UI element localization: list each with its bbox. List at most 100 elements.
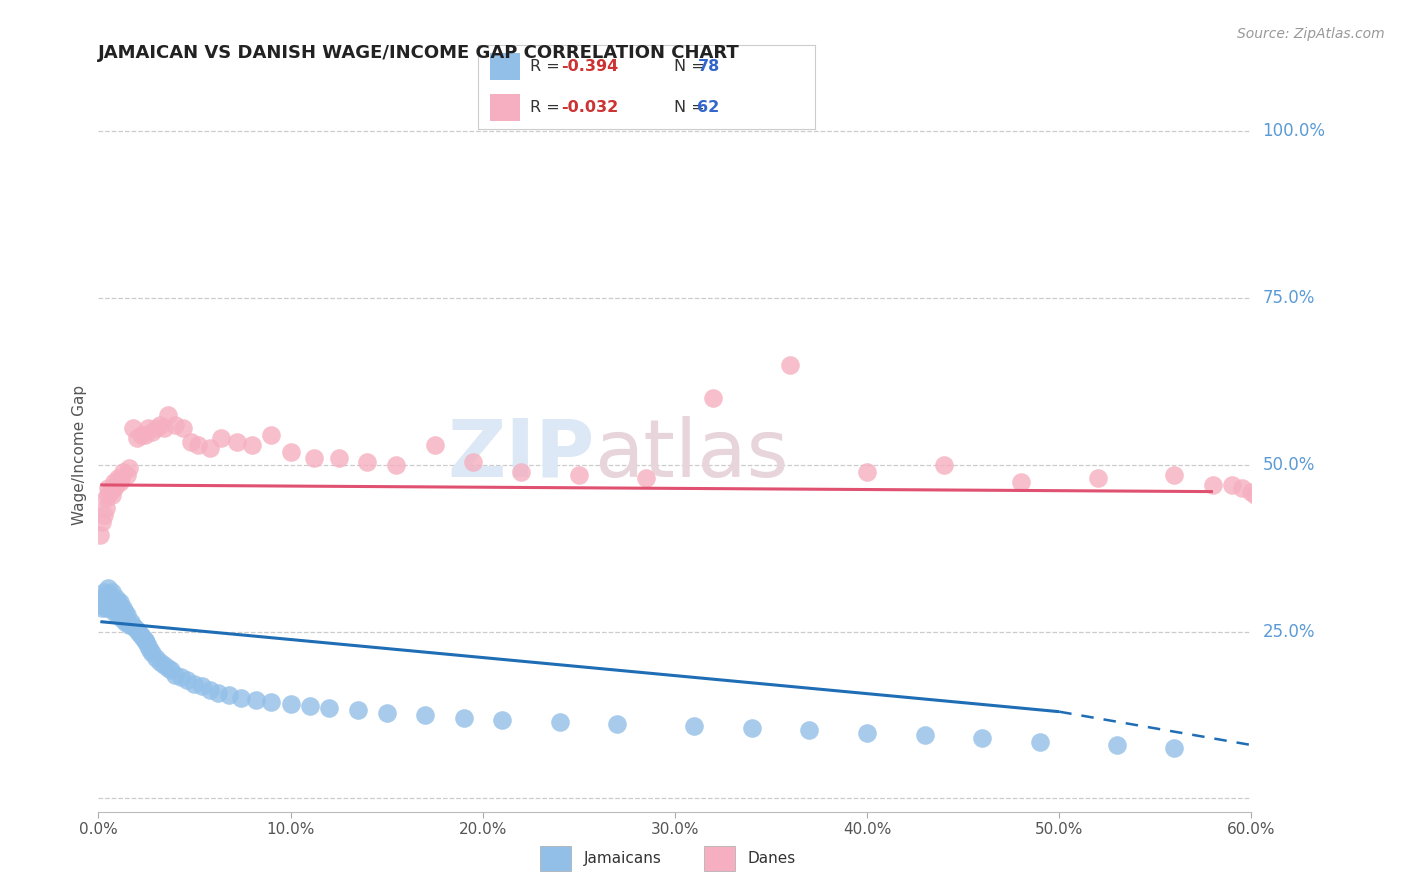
Point xyxy=(799,723,821,738)
Point xyxy=(145,421,167,435)
Point xyxy=(568,467,591,482)
Point xyxy=(94,491,117,506)
Point xyxy=(160,663,183,677)
Point xyxy=(240,438,263,452)
Point xyxy=(779,358,801,372)
Point xyxy=(385,458,408,472)
Point xyxy=(98,484,121,499)
Point xyxy=(198,683,221,698)
FancyBboxPatch shape xyxy=(489,54,520,80)
Point xyxy=(107,607,129,622)
Point xyxy=(302,451,325,466)
Point xyxy=(103,475,125,489)
Point xyxy=(606,716,628,731)
Point xyxy=(139,643,162,657)
Point xyxy=(932,458,955,472)
Point xyxy=(218,688,240,702)
Text: N =: N = xyxy=(673,59,710,74)
Point xyxy=(103,594,125,608)
Point xyxy=(187,438,209,452)
Point xyxy=(280,444,302,458)
Point xyxy=(914,728,936,742)
Point xyxy=(1244,488,1267,502)
Text: 62: 62 xyxy=(697,100,720,115)
Point xyxy=(453,711,475,725)
Point xyxy=(114,605,136,619)
Point xyxy=(1260,674,1282,689)
Point xyxy=(94,501,117,516)
Point xyxy=(125,624,148,638)
Point xyxy=(1268,661,1291,675)
Point xyxy=(170,670,193,684)
Point xyxy=(93,594,115,608)
Point xyxy=(1202,478,1225,492)
Point xyxy=(93,508,115,522)
Point xyxy=(225,434,247,449)
Point xyxy=(101,584,124,599)
Point xyxy=(91,515,114,529)
Point xyxy=(98,601,121,615)
Point xyxy=(328,451,350,466)
Point xyxy=(1163,741,1185,756)
Point xyxy=(108,475,131,489)
Point xyxy=(131,632,153,646)
Point xyxy=(1220,478,1243,492)
Point xyxy=(346,703,368,717)
Point xyxy=(114,615,136,629)
Point xyxy=(156,408,179,422)
Text: R =: R = xyxy=(530,59,565,74)
Point xyxy=(112,607,135,622)
Point xyxy=(634,471,657,485)
Point xyxy=(260,695,283,709)
Text: 25.0%: 25.0% xyxy=(1263,623,1315,640)
Point xyxy=(165,668,187,682)
Point xyxy=(245,692,267,706)
Point xyxy=(89,528,111,542)
Point xyxy=(97,481,120,495)
Point xyxy=(229,691,252,706)
Text: JAMAICAN VS DANISH WAGE/INCOME GAP CORRELATION CHART: JAMAICAN VS DANISH WAGE/INCOME GAP CORRE… xyxy=(98,45,740,62)
Point xyxy=(145,651,167,665)
Point xyxy=(97,588,120,602)
Point xyxy=(98,591,121,606)
FancyBboxPatch shape xyxy=(489,94,520,120)
Point xyxy=(89,598,111,612)
Point xyxy=(129,428,152,442)
Point xyxy=(110,471,132,485)
Point xyxy=(97,488,120,502)
Text: 100.0%: 100.0% xyxy=(1263,122,1326,140)
Point xyxy=(375,706,398,720)
Text: ZIP: ZIP xyxy=(447,416,595,494)
Text: Source: ZipAtlas.com: Source: ZipAtlas.com xyxy=(1237,27,1385,41)
Point xyxy=(356,454,378,468)
Text: -0.032: -0.032 xyxy=(561,100,619,115)
Text: 50.0%: 50.0% xyxy=(1263,456,1315,474)
Point xyxy=(156,661,179,675)
Point xyxy=(91,591,114,606)
Point xyxy=(141,646,163,660)
Text: Danes: Danes xyxy=(748,851,796,866)
Text: 75.0%: 75.0% xyxy=(1263,289,1315,307)
Point xyxy=(138,421,160,435)
Point xyxy=(1250,491,1272,506)
Point xyxy=(280,697,302,711)
Point xyxy=(180,434,202,449)
Text: 78: 78 xyxy=(697,59,720,74)
Text: atlas: atlas xyxy=(595,416,789,494)
Point xyxy=(149,417,172,432)
Point xyxy=(165,417,187,432)
Point xyxy=(491,713,513,727)
Point xyxy=(128,626,150,640)
Point xyxy=(152,658,174,673)
Y-axis label: Wage/Income Gap: Wage/Income Gap xyxy=(72,384,87,525)
Point xyxy=(104,601,127,615)
Point xyxy=(101,488,124,502)
Point xyxy=(94,588,117,602)
Point xyxy=(107,471,129,485)
Point xyxy=(101,598,124,612)
Point xyxy=(152,421,174,435)
Point xyxy=(1010,475,1032,489)
Point xyxy=(461,454,484,468)
Point xyxy=(117,467,138,482)
Point xyxy=(125,431,148,445)
